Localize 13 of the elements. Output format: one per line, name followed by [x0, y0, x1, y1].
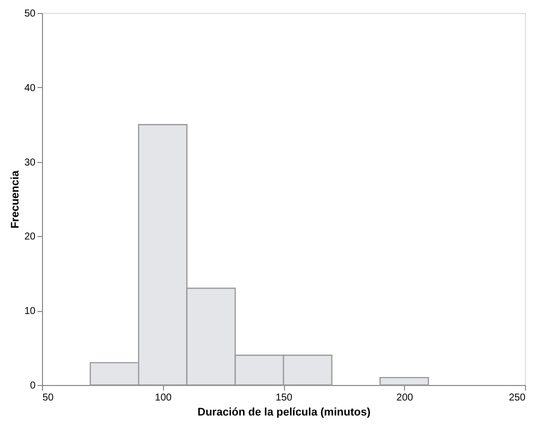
y-axis-title: Frecuencia	[9, 170, 22, 229]
y-tick-label: 0	[30, 380, 36, 392]
y-tick-label: 30	[24, 157, 36, 168]
x-tick-label: 150	[276, 392, 293, 404]
y-tick-label: 40	[24, 82, 36, 94]
x-tick-label: 200	[396, 392, 414, 404]
x-tick-label: 100	[154, 392, 172, 404]
x-axis-title: Duración de la película (minutos)	[198, 406, 371, 418]
y-tick-label: 10	[24, 306, 36, 318]
x-tick-label: 250	[508, 392, 526, 404]
x-tick-label: 50	[42, 392, 54, 404]
y-tick-label: 20	[24, 232, 36, 243]
y-tick-label: 50	[24, 8, 36, 20]
